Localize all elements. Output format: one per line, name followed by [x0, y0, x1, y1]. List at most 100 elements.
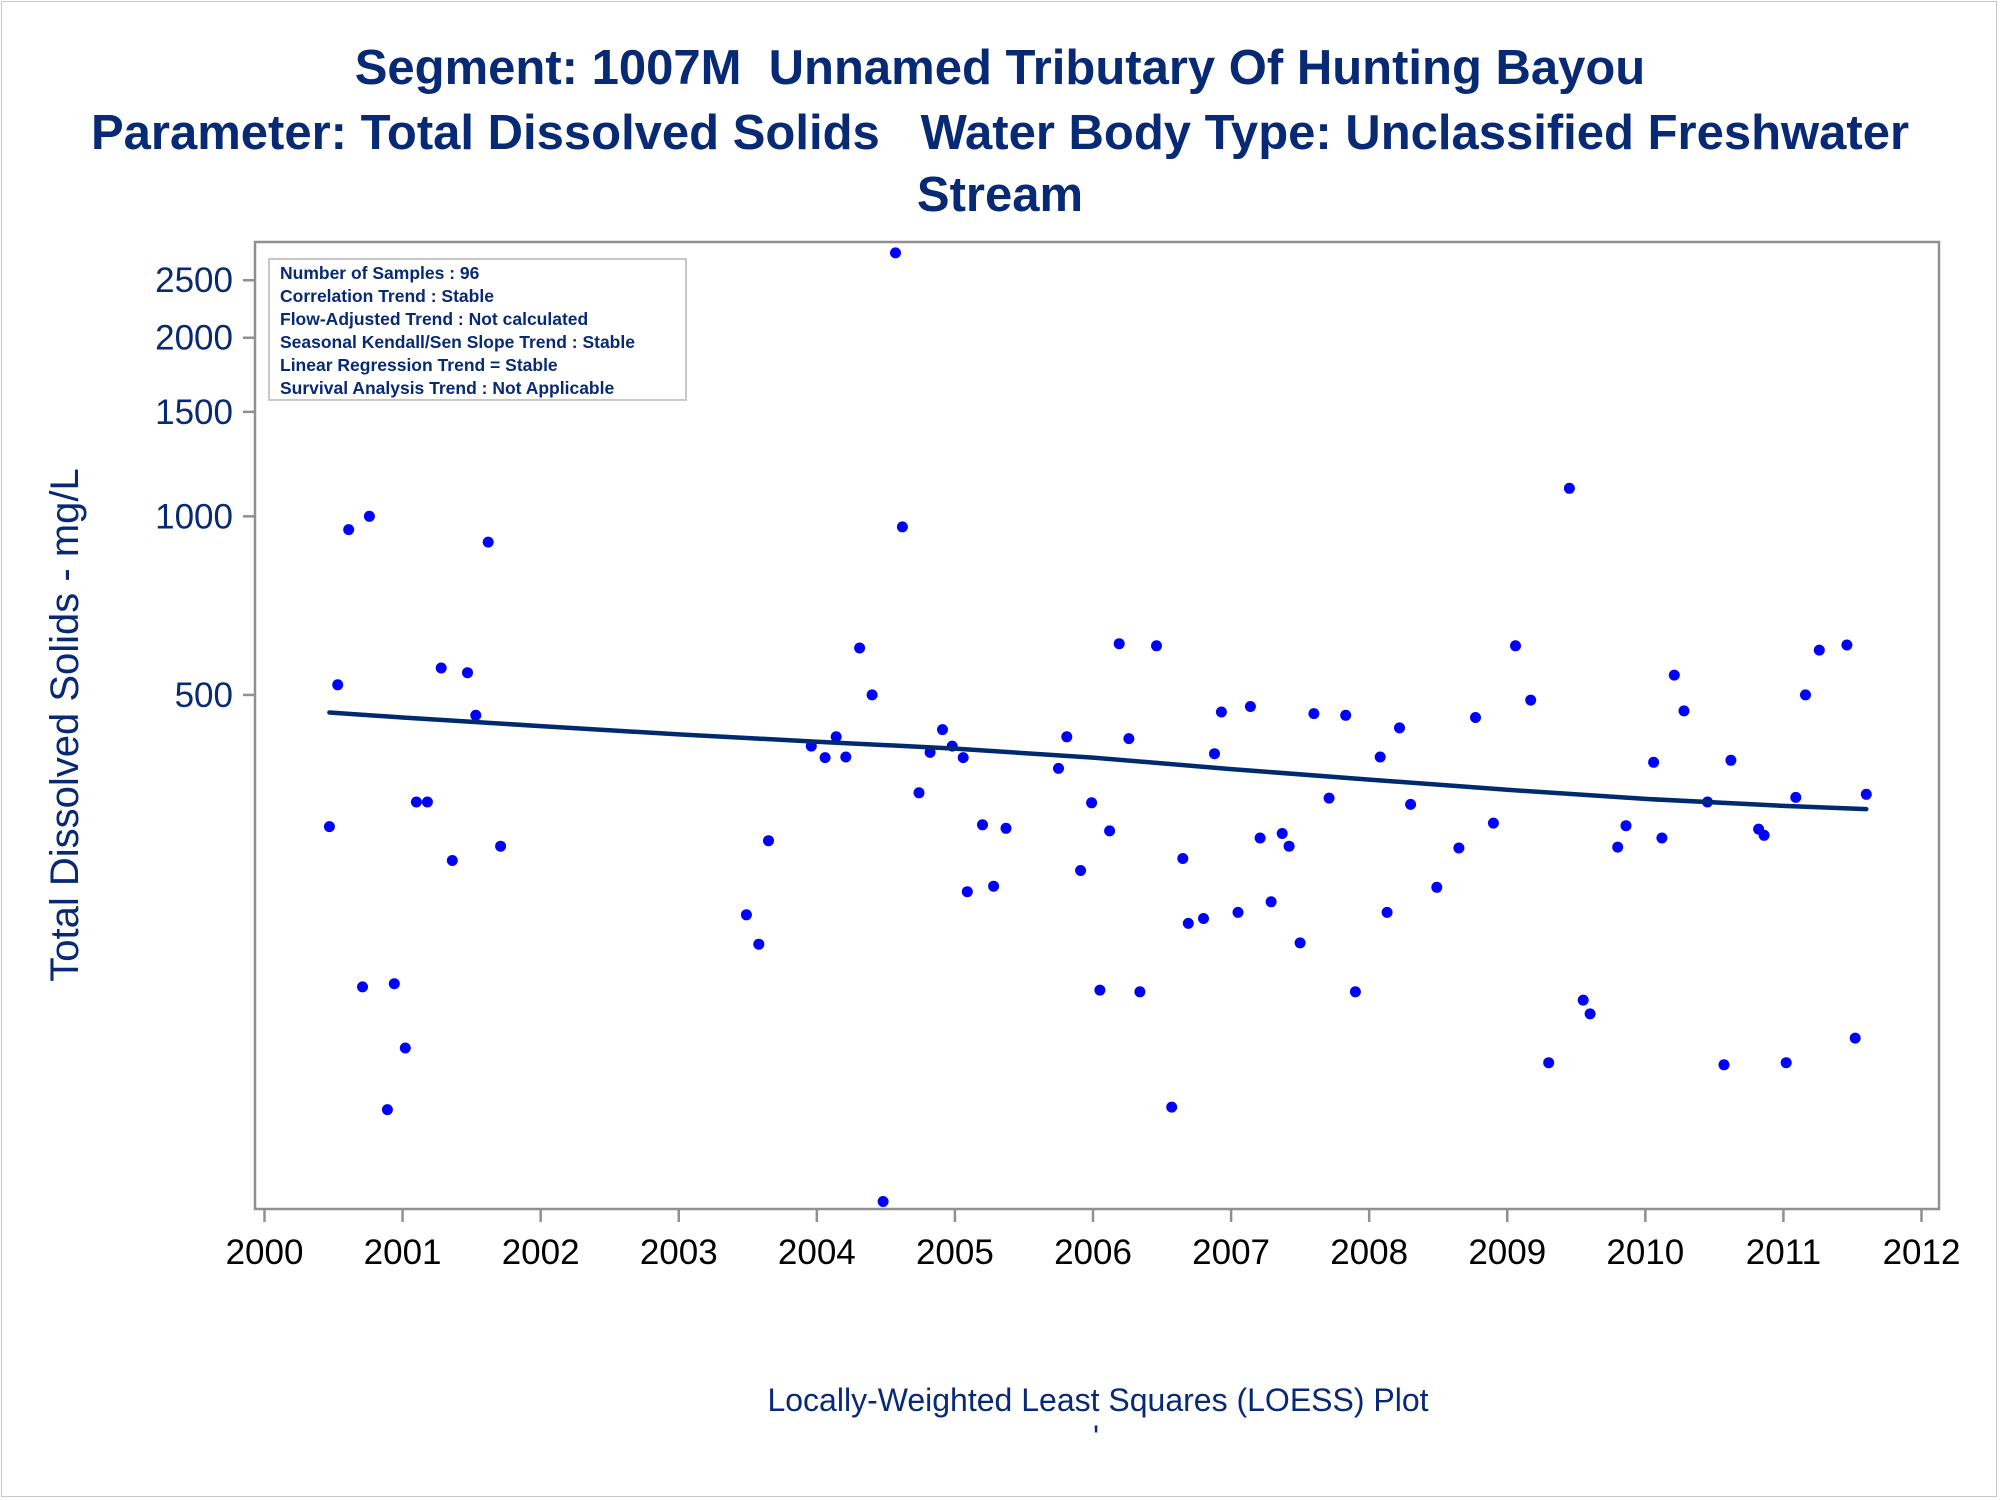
data-point — [854, 642, 866, 654]
data-point — [1563, 482, 1575, 494]
data-point — [1543, 1057, 1555, 1069]
data-point — [1177, 853, 1189, 864]
data-point — [1584, 1008, 1596, 1020]
data-point — [830, 731, 842, 743]
data-point — [482, 536, 494, 548]
data-point — [1453, 842, 1465, 854]
data-point — [381, 1104, 393, 1116]
data-point — [1061, 731, 1073, 743]
data-point — [435, 662, 447, 674]
data-point — [1525, 694, 1537, 706]
y-axis-label: Total Dissolved Solids - mg/L — [43, 468, 87, 982]
chart-title-segment: Segment: 1007M Unnamed Tributary Of Hunt… — [354, 41, 1646, 95]
data-point — [399, 1042, 411, 1054]
data-point — [357, 981, 368, 993]
x-tick-label: 2005 — [916, 1233, 994, 1272]
data-point — [753, 938, 765, 950]
data-point — [1510, 640, 1521, 652]
data-point — [1431, 881, 1443, 893]
stats-line: Flow-Adjusted Trend : Not calculated — [280, 309, 588, 329]
x-tick-label: 2012 — [1883, 1233, 1961, 1272]
data-point — [977, 819, 988, 831]
x-tick-label: 2007 — [1192, 1233, 1270, 1272]
data-point — [913, 787, 925, 799]
x-tick-label: 2008 — [1330, 1233, 1408, 1272]
data-point — [1000, 822, 1012, 834]
chart-title-parameter: Parameter: Total Dissolved Solids Water … — [90, 106, 1910, 160]
data-point — [1718, 1059, 1730, 1071]
chart-title-stream: Stream — [916, 168, 1084, 222]
y-tick-label: 1500 — [155, 393, 233, 432]
data-point — [1166, 1101, 1178, 1113]
data-point — [1123, 733, 1135, 745]
data-point — [1394, 722, 1405, 734]
stats-line: Correlation Trend : Stable — [280, 286, 494, 306]
data-point — [1813, 644, 1825, 656]
data-point — [1086, 797, 1098, 809]
data-point — [1232, 906, 1244, 918]
data-point — [819, 752, 831, 764]
footnote: Locally-Weighted Least Squares (LOESS) P… — [767, 1382, 1428, 1418]
loess-line — [327, 710, 1869, 812]
axes: 2000 2001 2002 2003 2004 2005 2006 2007 2008 2009… — [155, 240, 1961, 1272]
x-tick-label: 2006 — [1054, 1233, 1132, 1272]
data-point — [1308, 708, 1320, 720]
data-point — [1265, 896, 1277, 908]
data-point — [1656, 832, 1668, 844]
data-point — [1323, 792, 1335, 804]
x-tick-label: 2009 — [1468, 1233, 1546, 1272]
data-point — [1294, 937, 1306, 949]
data-point — [1577, 994, 1589, 1006]
x-tick-label: 2000 — [226, 1233, 304, 1272]
plot-area-border — [253, 240, 1941, 1211]
data-point — [323, 821, 335, 833]
data-point — [388, 978, 400, 990]
data-point — [1075, 865, 1087, 876]
stats-line: Number of Samples : 96 — [280, 263, 480, 283]
data-point — [1841, 639, 1853, 651]
y-tick-label: 500 — [175, 676, 233, 715]
data-point — [1381, 906, 1393, 918]
data-point — [763, 835, 774, 847]
data-point — [1620, 820, 1632, 832]
data-point — [343, 524, 355, 536]
data-point — [446, 855, 458, 866]
data-point — [1612, 841, 1624, 853]
stats-line: Linear Regression Trend = Stable — [280, 355, 558, 375]
data-point — [1340, 709, 1352, 721]
data-point — [1244, 701, 1256, 712]
loess-trend-line — [327, 710, 1869, 812]
data-point — [840, 751, 852, 763]
data-point — [1470, 712, 1481, 723]
y-tick-label: 2000 — [155, 319, 233, 358]
data-point — [1487, 817, 1499, 829]
data-point — [957, 752, 969, 764]
data-point — [1094, 984, 1106, 996]
data-point — [1678, 705, 1690, 717]
data-points — [323, 247, 1872, 1207]
data-point — [1134, 986, 1146, 998]
data-point — [740, 909, 752, 921]
data-point — [1860, 788, 1872, 800]
data-point — [1182, 917, 1194, 929]
x-tick-label: 2003 — [640, 1233, 718, 1272]
data-point — [1254, 832, 1266, 844]
data-point — [1648, 756, 1660, 768]
data-point — [470, 709, 482, 721]
data-point — [332, 679, 344, 691]
data-point — [1215, 706, 1227, 718]
data-point — [1349, 986, 1361, 998]
stats-box: Number of Samples : 96 Correlation Trend … — [268, 258, 687, 401]
stats-line: Survival Analysis Trend : Not Applicable — [280, 378, 614, 398]
data-point — [890, 247, 901, 259]
data-point — [1374, 751, 1386, 763]
data-point — [1151, 640, 1162, 652]
footnote-mark: ' — [1093, 1419, 1099, 1455]
data-point — [1849, 1032, 1861, 1044]
x-tick-label: 2001 — [364, 1233, 442, 1272]
x-tick-label: 2002 — [502, 1233, 580, 1272]
data-point — [1283, 840, 1295, 852]
data-point — [421, 796, 433, 808]
